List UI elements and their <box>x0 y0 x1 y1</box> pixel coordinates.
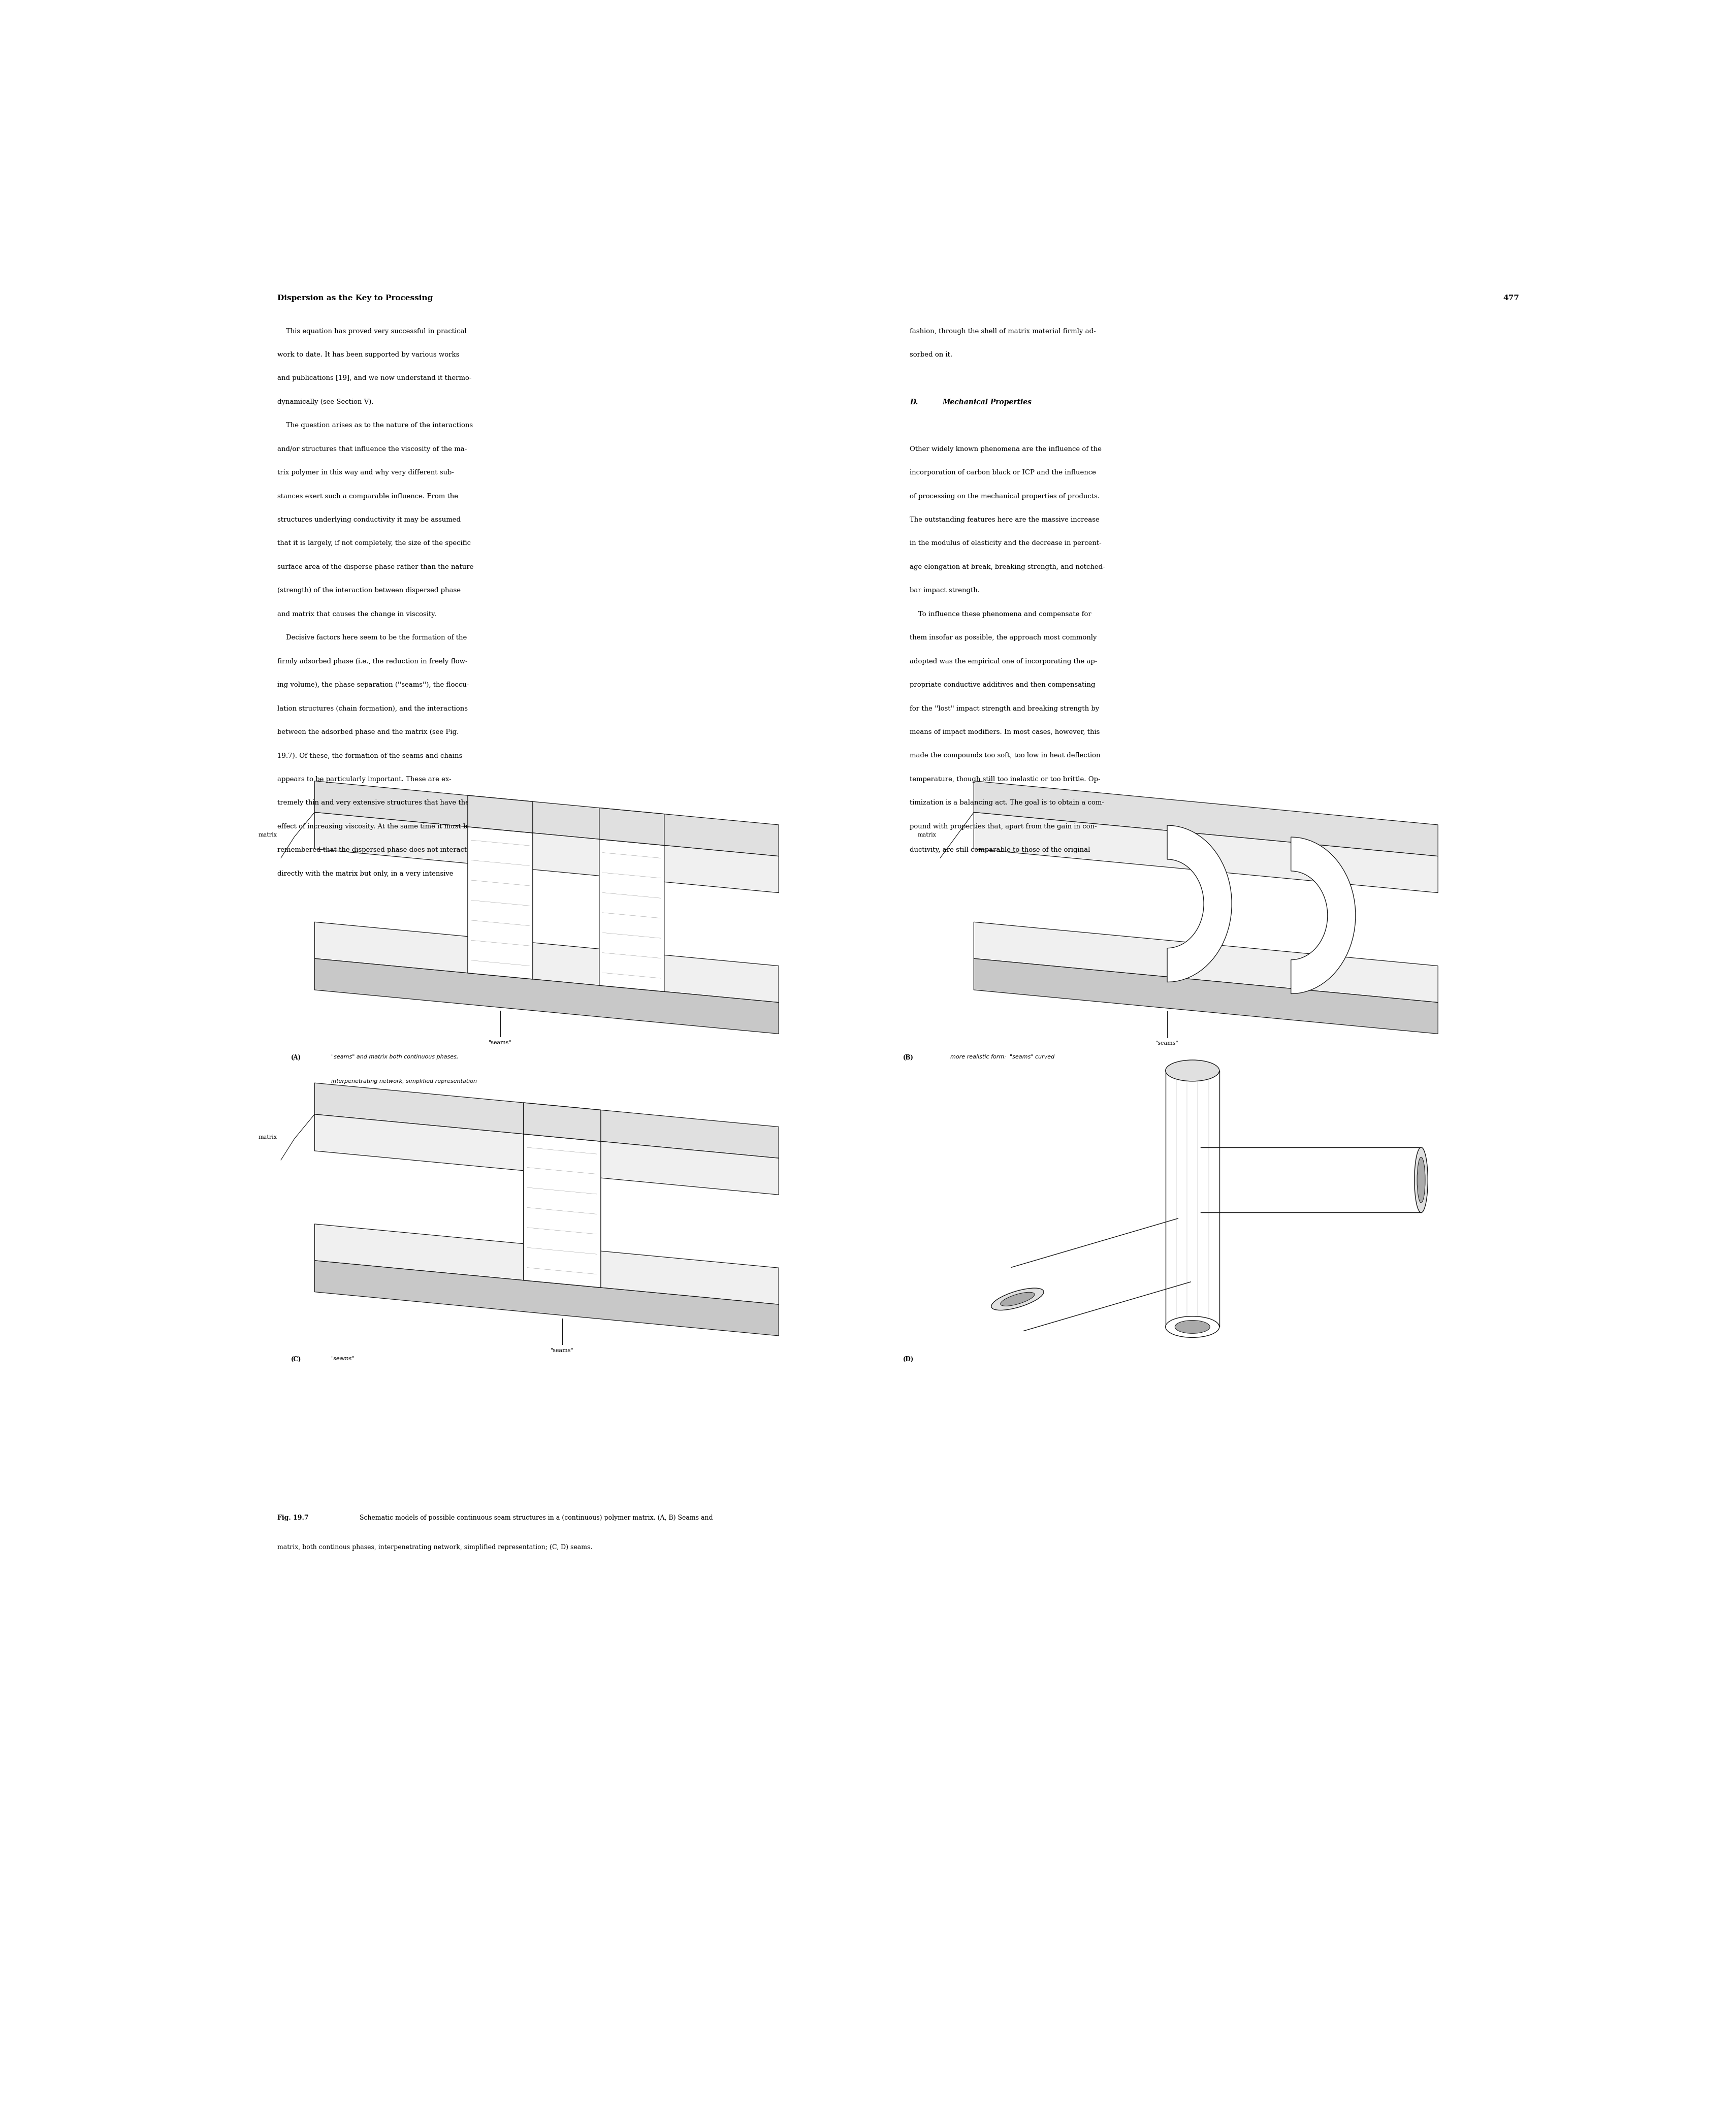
Text: temperature, though still too inelastic or too brittle. Op-: temperature, though still too inelastic … <box>910 776 1101 782</box>
Text: 19.7). Of these, the formation of the seams and chains: 19.7). Of these, the formation of the se… <box>278 753 462 759</box>
Text: Fig. 19.7: Fig. 19.7 <box>278 1514 309 1522</box>
Text: interpenetrating network, simplified representation: interpenetrating network, simplified rep… <box>332 1079 477 1083</box>
Polygon shape <box>314 1261 779 1336</box>
Text: dynamically (see Section V).: dynamically (see Section V). <box>278 399 373 405</box>
Polygon shape <box>599 808 665 846</box>
Text: adopted was the empirical one of incorporating the ap-: adopted was the empirical one of incorpo… <box>910 657 1097 666</box>
Polygon shape <box>599 840 665 992</box>
Polygon shape <box>314 1115 779 1196</box>
Text: ductivity, are still comparable to those of the original: ductivity, are still comparable to those… <box>910 846 1090 854</box>
Text: more realistic form:  "seams" curved: more realistic form: "seams" curved <box>950 1054 1054 1060</box>
Polygon shape <box>974 780 1437 856</box>
Polygon shape <box>314 780 779 856</box>
Text: incorporation of carbon black or ICP and the influence: incorporation of carbon black or ICP and… <box>910 469 1095 477</box>
Polygon shape <box>524 1134 601 1287</box>
Text: in the modulus of elasticity and the decrease in percent-: in the modulus of elasticity and the dec… <box>910 541 1102 547</box>
Text: 477: 477 <box>1503 295 1519 301</box>
Text: and matrix that causes the change in viscosity.: and matrix that causes the change in vis… <box>278 611 436 617</box>
Text: To influence these phenomena and compensate for: To influence these phenomena and compens… <box>910 611 1092 617</box>
Text: matrix, both continous phases, interpenetrating network, simplified representati: matrix, both continous phases, interpene… <box>278 1543 592 1550</box>
Text: This equation has proved very successful in practical: This equation has proved very successful… <box>278 329 467 335</box>
Ellipse shape <box>1165 1060 1219 1081</box>
Polygon shape <box>314 1083 779 1158</box>
Polygon shape <box>314 812 779 893</box>
Text: sorbed on it.: sorbed on it. <box>910 352 953 358</box>
Polygon shape <box>1167 825 1233 982</box>
Polygon shape <box>974 922 1437 1003</box>
Text: propriate conductive additives and then compensating: propriate conductive additives and then … <box>910 683 1095 689</box>
Text: of processing on the mechanical properties of products.: of processing on the mechanical properti… <box>910 494 1101 500</box>
Text: that it is largely, if not completely, the size of the specific: that it is largely, if not completely, t… <box>278 541 470 547</box>
Text: "seams": "seams" <box>550 1348 573 1353</box>
Text: "seams": "seams" <box>1156 1041 1179 1045</box>
Text: effect of increasing viscosity. At the same time it must be: effect of increasing viscosity. At the s… <box>278 823 472 829</box>
Text: Dispersion as the Key to Processing: Dispersion as the Key to Processing <box>278 295 432 301</box>
Text: pound with properties that, apart from the gain in con-: pound with properties that, apart from t… <box>910 823 1097 829</box>
Text: "seams": "seams" <box>332 1357 354 1361</box>
Text: D.: D. <box>910 399 918 405</box>
Text: Decisive factors here seem to be the formation of the: Decisive factors here seem to be the for… <box>278 634 467 640</box>
Ellipse shape <box>1415 1147 1429 1213</box>
Ellipse shape <box>1175 1321 1210 1333</box>
Text: directly with the matrix but only, in a very intensive: directly with the matrix but only, in a … <box>278 871 453 878</box>
Text: (D): (D) <box>903 1357 913 1363</box>
Polygon shape <box>314 958 779 1035</box>
Ellipse shape <box>1417 1158 1425 1202</box>
Text: remembered that the dispersed phase does not interact: remembered that the dispersed phase does… <box>278 846 467 854</box>
Text: The outstanding features here are the massive increase: The outstanding features here are the ma… <box>910 517 1099 524</box>
Text: lation structures (chain formation), and the interactions: lation structures (chain formation), and… <box>278 706 469 712</box>
Polygon shape <box>974 812 1437 893</box>
Text: (B): (B) <box>903 1054 913 1060</box>
Text: matrix: matrix <box>259 1134 276 1141</box>
Text: The question arises as to the nature of the interactions: The question arises as to the nature of … <box>278 422 474 428</box>
Text: (C): (C) <box>292 1357 302 1363</box>
Text: bar impact strength.: bar impact strength. <box>910 587 979 594</box>
Text: structures underlying conductivity it may be assumed: structures underlying conductivity it ma… <box>278 517 460 524</box>
Text: trix polymer in this way and why very different sub-: trix polymer in this way and why very di… <box>278 469 455 477</box>
Text: Schematic models of possible continuous seam structures in a (continuous) polyme: Schematic models of possible continuous … <box>356 1514 713 1522</box>
Text: and/or structures that influence the viscosity of the ma-: and/or structures that influence the vis… <box>278 445 467 452</box>
Text: matrix: matrix <box>917 833 936 837</box>
Polygon shape <box>314 922 779 1003</box>
Text: timization is a balancing act. The goal is to obtain a com-: timization is a balancing act. The goal … <box>910 799 1104 806</box>
Ellipse shape <box>1165 1317 1219 1338</box>
Text: between the adsorbed phase and the matrix (see Fig.: between the adsorbed phase and the matri… <box>278 729 458 736</box>
Text: tremely thin and very extensive structures that have the: tremely thin and very extensive structur… <box>278 799 469 806</box>
Text: ing volume), the phase separation (''seams''), the floccu-: ing volume), the phase separation (''sea… <box>278 683 469 689</box>
Text: made the compounds too soft, too low in heat deflection: made the compounds too soft, too low in … <box>910 753 1101 759</box>
Polygon shape <box>467 827 533 979</box>
Polygon shape <box>467 795 533 833</box>
Polygon shape <box>974 958 1437 1035</box>
Polygon shape <box>314 1223 779 1304</box>
Ellipse shape <box>991 1289 1043 1310</box>
Text: and publications [19], and we now understand it thermo-: and publications [19], and we now unders… <box>278 375 472 382</box>
Text: firmly adsorbed phase (i.e., the reduction in freely flow-: firmly adsorbed phase (i.e., the reducti… <box>278 657 467 666</box>
Text: appears to be particularly important. These are ex-: appears to be particularly important. Th… <box>278 776 451 782</box>
Text: "seams": "seams" <box>488 1041 512 1045</box>
Text: (strength) of the interaction between dispersed phase: (strength) of the interaction between di… <box>278 587 460 594</box>
Polygon shape <box>524 1102 601 1141</box>
Ellipse shape <box>1000 1293 1035 1306</box>
Text: "seams" and matrix both continuous phases,: "seams" and matrix both continuous phase… <box>332 1054 458 1060</box>
Text: age elongation at break, breaking strength, and notched-: age elongation at break, breaking streng… <box>910 564 1106 570</box>
Text: Mechanical Properties: Mechanical Properties <box>943 399 1031 405</box>
Text: means of impact modifiers. In most cases, however, this: means of impact modifiers. In most cases… <box>910 729 1101 736</box>
Text: work to date. It has been supported by various works: work to date. It has been supported by v… <box>278 352 460 358</box>
Text: for the ''lost'' impact strength and breaking strength by: for the ''lost'' impact strength and bre… <box>910 706 1099 712</box>
Text: matrix: matrix <box>259 833 276 837</box>
Polygon shape <box>1292 837 1356 994</box>
Text: (A): (A) <box>292 1054 302 1060</box>
Text: Other widely known phenomena are the influence of the: Other widely known phenomena are the inf… <box>910 445 1102 452</box>
Text: surface area of the disperse phase rather than the nature: surface area of the disperse phase rathe… <box>278 564 474 570</box>
Text: fashion, through the shell of matrix material firmly ad-: fashion, through the shell of matrix mat… <box>910 329 1095 335</box>
Text: stances exert such a comparable influence. From the: stances exert such a comparable influenc… <box>278 494 458 500</box>
Text: them insofar as possible, the approach most commonly: them insofar as possible, the approach m… <box>910 634 1097 640</box>
